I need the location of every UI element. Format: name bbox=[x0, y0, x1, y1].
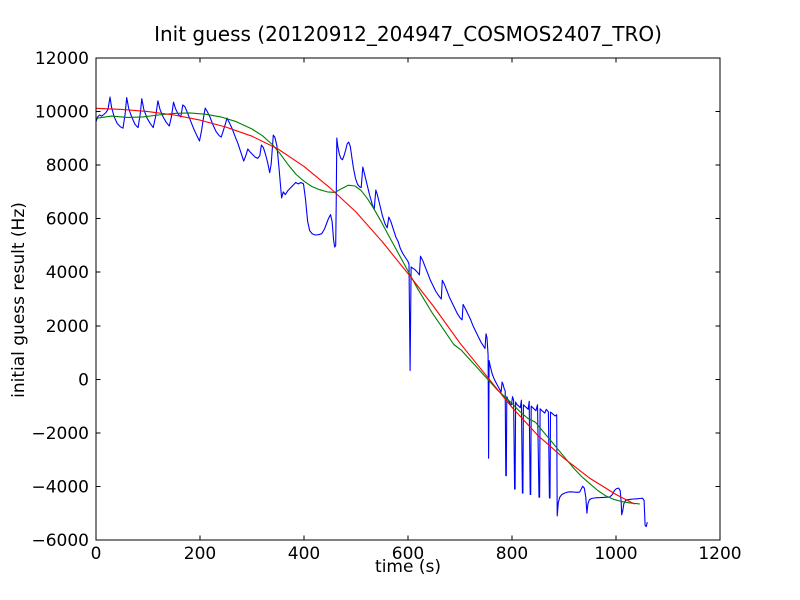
red-series bbox=[95, 107, 635, 505]
y-tick-label: 6000 bbox=[46, 210, 89, 230]
y-tick-label: −4000 bbox=[31, 477, 89, 497]
x-tick-label: 800 bbox=[496, 544, 528, 564]
axes-frame bbox=[95, 57, 721, 541]
y-tick-label: 4000 bbox=[46, 263, 89, 283]
y-tick-label: −6000 bbox=[31, 531, 89, 551]
green-series bbox=[95, 112, 640, 505]
y-tick-label: 2000 bbox=[46, 317, 89, 337]
y-tick-label: −2000 bbox=[31, 424, 89, 444]
blue-series bbox=[95, 96, 648, 528]
x-tick-label: 400 bbox=[288, 544, 320, 564]
y-tick-label: 10000 bbox=[35, 103, 89, 123]
x-axis-label: time (s) bbox=[375, 557, 441, 577]
x-tick-label: 0 bbox=[91, 544, 102, 564]
x-tick-label: 1200 bbox=[698, 544, 741, 564]
y-tick-label: 0 bbox=[78, 370, 89, 390]
x-tick-label: 600 bbox=[392, 544, 424, 564]
x-tick-label: 1000 bbox=[594, 544, 637, 564]
y-tick-label: 12000 bbox=[35, 49, 89, 69]
chart-title: Init guess (20120912_204947_COSMOS2407_T… bbox=[154, 22, 662, 46]
y-tick-label: 8000 bbox=[46, 156, 89, 176]
x-tick-label: 200 bbox=[184, 544, 216, 564]
